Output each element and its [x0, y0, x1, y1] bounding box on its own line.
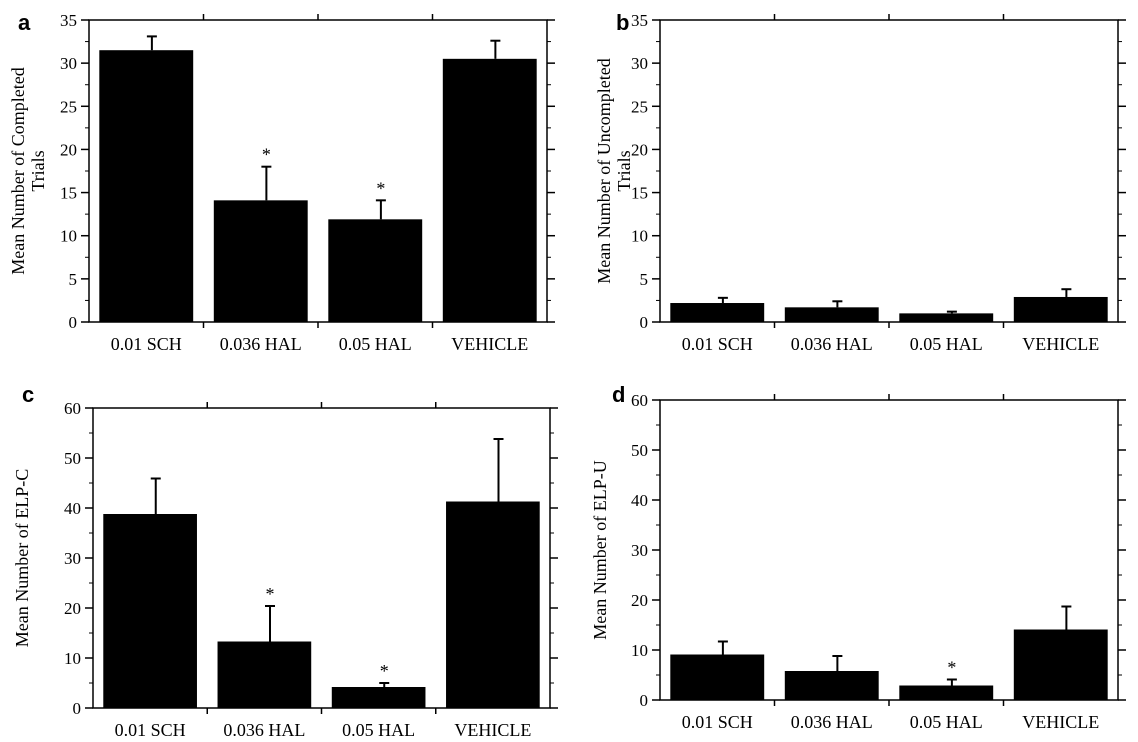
y-tick-label: 35 [60, 11, 77, 30]
y-axis-label: Mean Number of ELP-U [590, 460, 610, 639]
bar [446, 501, 540, 708]
x-category-label: 0.01 SCH [111, 334, 182, 354]
y-axis-label-line: Mean Number of Uncompleted [594, 58, 614, 283]
x-category-label: VEHICLE [454, 720, 531, 740]
y-axis-label-line: Mean Number of Completed [8, 67, 28, 274]
bar [670, 303, 765, 322]
bar [328, 219, 423, 322]
significance-marker: * [376, 178, 385, 198]
y-tick-label: 10 [631, 227, 648, 246]
panel-letter: b [616, 10, 629, 35]
x-category-label: 0.036 HAL [791, 334, 873, 354]
x-category-label: 0.01 SCH [682, 334, 753, 354]
bar [331, 687, 426, 708]
y-tick-label: 30 [631, 541, 648, 560]
y-tick-label: 25 [631, 97, 648, 116]
y-tick-label: 20 [631, 591, 648, 610]
significance-marker: * [947, 658, 956, 678]
bar [899, 313, 994, 322]
y-tick-label: 60 [64, 399, 81, 418]
y-axis-label-line: Mean Number of ELP-U [590, 460, 610, 639]
y-tick-label: 20 [60, 140, 77, 159]
panel-letter: d [612, 382, 625, 407]
x-category-label: VEHICLE [1022, 712, 1099, 732]
bar [899, 685, 994, 700]
y-tick-label: 30 [64, 549, 81, 568]
y-tick-label: 15 [631, 184, 648, 203]
y-tick-label: 10 [60, 227, 77, 246]
panel-letter: c [22, 382, 34, 407]
x-category-label: 0.01 SCH [115, 720, 186, 740]
panel-c: c 0 10 20 30 40 50 60 Mean Number of ELP-C 0.01 S… [12, 382, 558, 740]
bar [1013, 296, 1108, 322]
y-tick-label: 20 [64, 599, 81, 618]
y-tick-label: 30 [631, 54, 648, 73]
y-axis-label: Mean Number of CompletedTrials [8, 67, 48, 274]
y-axis-label: Mean Number of UncompletedTrials [594, 58, 634, 283]
panel-b: b 0 5 10 15 20 25 30 35 Mean Number of Uncomplete… [594, 10, 1126, 354]
y-tick-label: 10 [64, 649, 81, 668]
y-axis-label-line: Mean Number of ELP-C [12, 469, 32, 647]
panel-letter: a [18, 10, 31, 35]
y-axis-label: Mean Number of ELP-C [12, 469, 32, 647]
x-category-label: 0.05 HAL [342, 720, 415, 740]
y-axis-label-line: Trials [28, 150, 48, 191]
y-tick-label: 10 [631, 641, 648, 660]
y-tick-label: 15 [60, 184, 77, 203]
y-tick-label: 5 [69, 270, 78, 289]
bar [217, 641, 312, 708]
y-tick-label: 25 [60, 97, 77, 116]
bar [784, 307, 879, 322]
bar [99, 50, 194, 322]
x-category-label: 0.036 HAL [220, 334, 302, 354]
x-category-label: 0.05 HAL [339, 334, 412, 354]
panel-d: d 0 10 20 30 40 50 60 Mean Number of ELP-U 0.01 S… [590, 382, 1126, 732]
y-tick-label: 60 [631, 391, 648, 410]
plot-frame [659, 19, 1119, 323]
x-category-label: VEHICLE [1022, 334, 1099, 354]
x-category-label: VEHICLE [451, 334, 528, 354]
y-tick-label: 20 [631, 140, 648, 159]
significance-marker: * [265, 584, 274, 604]
bar [670, 654, 765, 700]
y-tick-label: 40 [631, 491, 648, 510]
x-category-label: 0.01 SCH [682, 712, 753, 732]
y-tick-label: 50 [64, 449, 81, 468]
significance-marker: * [380, 661, 389, 681]
y-tick-label: 30 [60, 54, 77, 73]
y-tick-label: 40 [64, 499, 81, 518]
y-axis-label-line: Trials [614, 150, 634, 191]
y-tick-label: 50 [631, 441, 648, 460]
y-tick-label: 0 [640, 691, 649, 710]
x-category-label: 0.036 HAL [791, 712, 873, 732]
y-tick-label: 0 [73, 699, 82, 718]
y-tick-label: 5 [640, 270, 649, 289]
panel-a: a 0 5 10 15 20 25 30 35 Mean Number of CompletedT… [8, 10, 555, 354]
significance-marker: * [262, 145, 271, 165]
bar [213, 200, 308, 322]
x-category-label: 0.036 HAL [223, 720, 305, 740]
y-tick-label: 35 [631, 11, 648, 30]
y-tick-label: 0 [69, 313, 78, 332]
x-category-label: 0.05 HAL [910, 334, 983, 354]
bar [442, 58, 537, 322]
bar [103, 514, 197, 708]
bar [784, 671, 879, 700]
y-tick-label: 0 [640, 313, 649, 332]
bar [1013, 629, 1108, 700]
x-category-label: 0.05 HAL [910, 712, 983, 732]
